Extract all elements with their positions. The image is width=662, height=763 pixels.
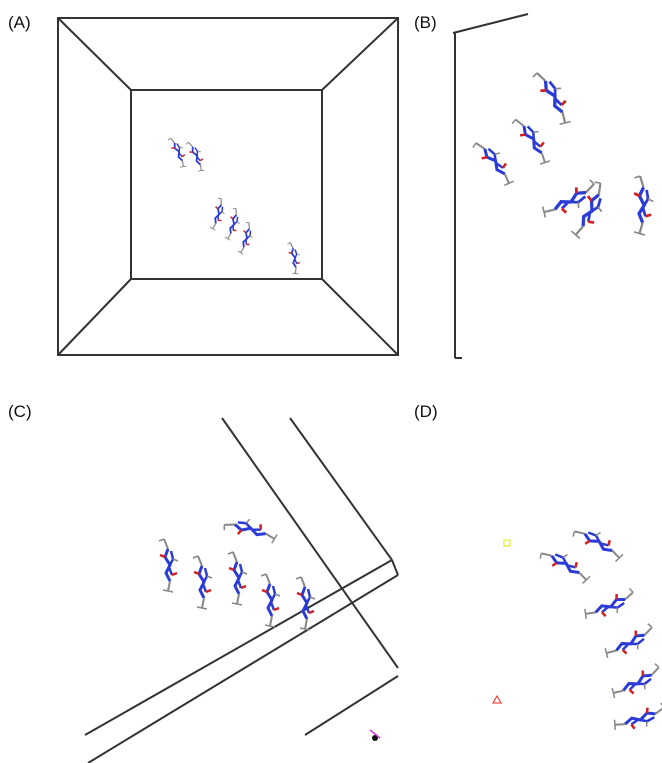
panel-label: (A) <box>8 13 31 32</box>
panel-c: (C) <box>8 402 398 763</box>
panel-label: (C) <box>8 402 32 421</box>
panel-label: (B) <box>414 13 437 32</box>
panel-d: (D) <box>414 402 662 735</box>
panel-b: (B) <box>414 13 655 358</box>
panel-a: (A) <box>8 13 398 355</box>
figure: (A) (B) (C) <box>0 0 662 763</box>
panel-label: (D) <box>414 402 438 421</box>
